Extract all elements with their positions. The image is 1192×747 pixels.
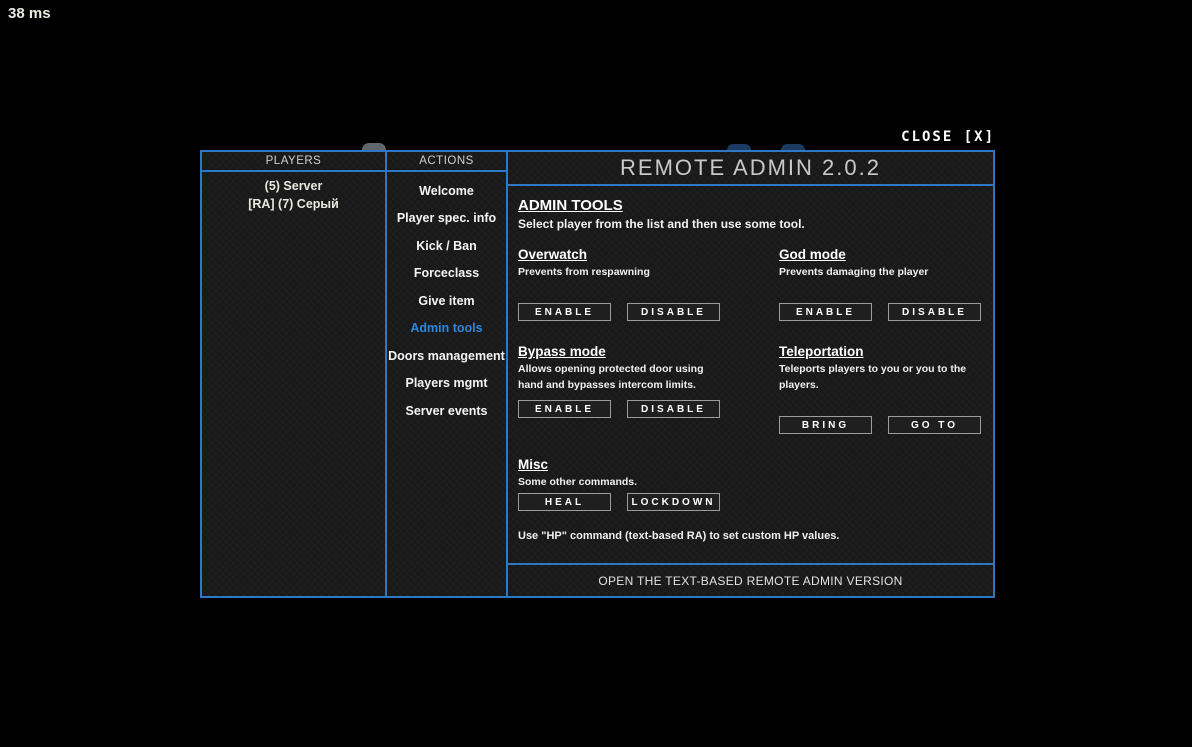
- overwatch-disable-button[interactable]: DISABLE: [627, 303, 720, 321]
- tool-teleportation-title: Teleportation: [779, 344, 864, 359]
- background-tab-bump: [727, 144, 751, 150]
- tool-misc-title: Misc: [518, 457, 549, 472]
- misc-lockdown-button[interactable]: LOCKDOWN: [627, 493, 720, 511]
- tool-god-mode-desc: Prevents damaging the player: [779, 266, 929, 278]
- teleport-go-to-button[interactable]: GO TO: [888, 416, 981, 434]
- bypass-enable-button[interactable]: ENABLE: [518, 400, 611, 418]
- bypass-disable-button[interactable]: DISABLE: [627, 400, 720, 418]
- admin-tools-content: ADMIN TOOLS Select player from the list …: [508, 186, 993, 563]
- tool-god-mode-title: God mode: [779, 247, 846, 262]
- tool-god-mode: God mode Prevents damaging the player EN…: [779, 247, 985, 321]
- players-header: PLAYERS: [202, 152, 385, 172]
- background-tab-bump: [362, 143, 386, 150]
- teleport-bring-button[interactable]: BRING: [779, 416, 872, 434]
- section-title: ADMIN TOOLS: [518, 197, 623, 214]
- action-item-kick-ban[interactable]: Kick / Ban: [416, 238, 477, 253]
- action-item-doors-management[interactable]: Doors management: [388, 348, 505, 363]
- misc-heal-button[interactable]: HEAL: [518, 493, 611, 511]
- action-item-forceclass[interactable]: Forceclass: [413, 266, 480, 281]
- tool-bypass-mode: Bypass mode Allows opening protected doo…: [518, 344, 779, 434]
- action-item-players-mgmt[interactable]: Players mgmt: [405, 376, 488, 391]
- tool-misc: Misc Some other commands. HEAL LOCKDOWN: [518, 457, 779, 511]
- open-text-based-ra-button[interactable]: OPEN THE TEXT-BASED REMOTE ADMIN VERSION: [508, 563, 993, 596]
- main-titlebar: REMOTE ADMIN 2.0.2: [508, 152, 993, 186]
- players-column: PLAYERS (5) Server [RA] (7) Серый: [202, 152, 385, 596]
- background-tab-bump: [781, 144, 805, 150]
- hp-command-note: Use "HP" command (text-based RA) to set …: [518, 530, 840, 542]
- action-item-welcome[interactable]: Welcome: [419, 183, 474, 198]
- god-mode-enable-button[interactable]: ENABLE: [779, 303, 872, 321]
- player-list-item[interactable]: (5) Server: [264, 179, 323, 193]
- ping-indicator: 38 ms: [8, 5, 51, 22]
- actions-column: ACTIONS Welcome Player spec. info Kick /…: [385, 152, 508, 596]
- tool-overwatch-title: Overwatch: [518, 247, 588, 262]
- action-item-server-events[interactable]: Server events: [405, 403, 488, 418]
- action-item-admin-tools[interactable]: Admin tools: [410, 321, 483, 336]
- tool-overwatch: Overwatch Prevents from respawning ENABL…: [518, 247, 779, 321]
- tool-teleportation: Teleportation Teleports players to you o…: [779, 344, 985, 434]
- player-list-item[interactable]: [RA] (7) Серый: [248, 196, 339, 211]
- tool-bypass-mode-title: Bypass mode: [518, 344, 606, 359]
- god-mode-disable-button[interactable]: DISABLE: [888, 303, 981, 321]
- remote-admin-panel: PLAYERS (5) Server [RA] (7) Серый ACTION…: [200, 150, 995, 598]
- section-subtitle: Select player from the list and then use…: [518, 217, 805, 231]
- main-column: REMOTE ADMIN 2.0.2 ADMIN TOOLS Select pl…: [508, 152, 993, 596]
- actions-menu: Welcome Player spec. info Kick / Ban For…: [387, 172, 506, 596]
- close-button[interactable]: CLOSE [X]: [901, 129, 995, 145]
- action-item-player-spec-info[interactable]: Player spec. info: [396, 211, 497, 226]
- tools-grid: Overwatch Prevents from respawning ENABL…: [518, 247, 985, 534]
- tool-misc-desc: Some other commands.: [518, 476, 638, 488]
- actions-header: ACTIONS: [387, 152, 506, 172]
- tool-teleportation-desc: Teleports players to you or you to the p…: [779, 363, 967, 391]
- tool-overwatch-desc: Prevents from respawning: [518, 266, 650, 278]
- players-list: (5) Server [RA] (7) Серый: [202, 172, 385, 596]
- panel-title: REMOTE ADMIN 2.0.2: [620, 155, 881, 180]
- tool-bypass-mode-desc: Allows opening protected door using hand…: [518, 363, 704, 391]
- overwatch-enable-button[interactable]: ENABLE: [518, 303, 611, 321]
- action-item-give-item[interactable]: Give item: [418, 293, 475, 308]
